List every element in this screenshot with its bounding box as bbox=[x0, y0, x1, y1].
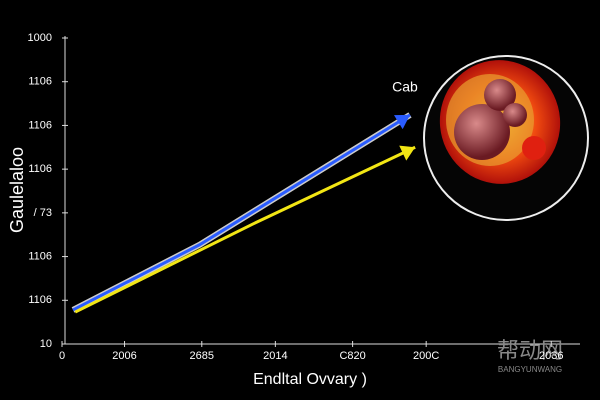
y-tick-label: 1106 bbox=[28, 119, 52, 131]
y-tick-label: 10 bbox=[40, 338, 52, 350]
arrow-head bbox=[393, 114, 410, 130]
y-tick-label: 1106 bbox=[28, 294, 52, 306]
y-tick-label: 1106 bbox=[28, 76, 52, 88]
x-tick-label: 2006 bbox=[112, 350, 136, 362]
x-tick-label: 2036 bbox=[539, 350, 563, 362]
series-line bbox=[74, 145, 416, 314]
y-tick-label: 1000 bbox=[28, 32, 52, 44]
x-tick-label: 0 bbox=[59, 350, 65, 362]
x-tick-label: 2685 bbox=[190, 350, 214, 362]
y-tick-label: / 73 bbox=[34, 207, 52, 219]
x-tick-label: C820 bbox=[339, 350, 365, 362]
y-tick-label: 1106 bbox=[28, 250, 52, 262]
x-tick-label: 2014 bbox=[263, 350, 287, 362]
x-axis-label: Endltal Ovvary ) bbox=[253, 371, 367, 388]
series-glow bbox=[71, 112, 412, 313]
watermark-subtitle: BANGYUNWANG bbox=[498, 365, 562, 374]
y-tick-label: 1106 bbox=[28, 163, 52, 175]
x-tick-label: 200C bbox=[413, 350, 439, 362]
arrow-head bbox=[399, 145, 416, 161]
y-axis-label: Gaulelaloo bbox=[7, 147, 27, 233]
ovary-illustration bbox=[423, 55, 589, 221]
watermark-title: 帮动网 bbox=[497, 338, 563, 363]
annotation: Cab bbox=[392, 79, 418, 95]
series-line bbox=[72, 113, 411, 312]
